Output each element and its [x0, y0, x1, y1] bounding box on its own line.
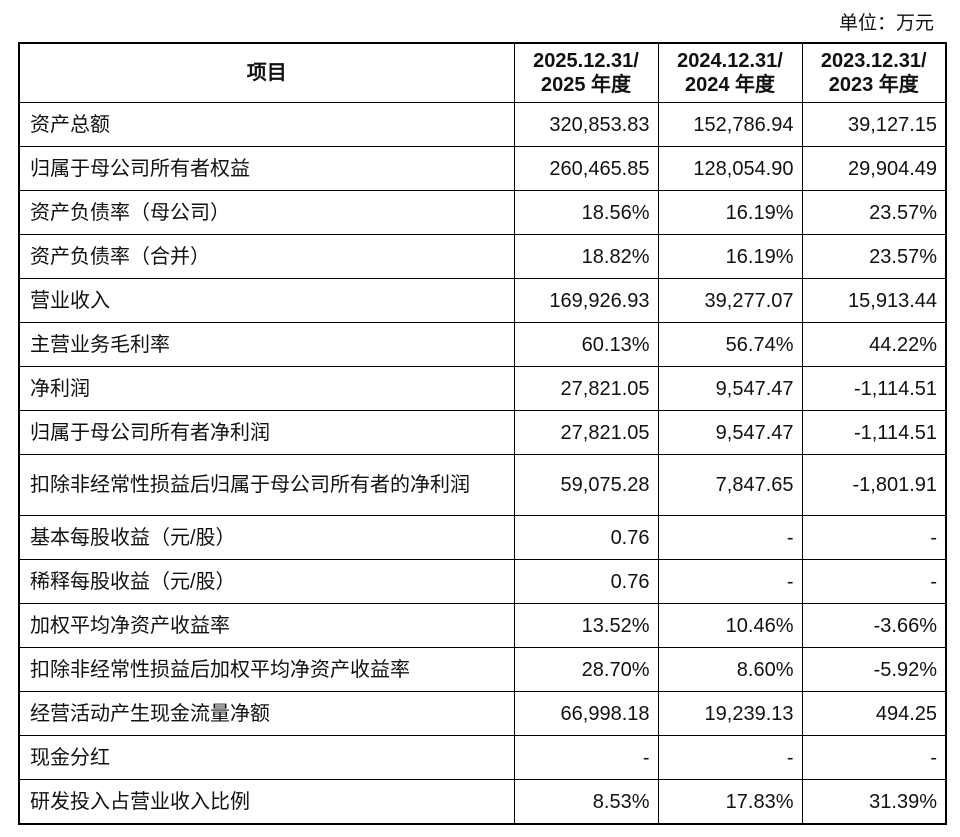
value-cell: 169,926.93	[513, 278, 659, 323]
table-row: 营业收入 169,926.93 39,277.07 15,913.44	[18, 278, 947, 323]
value-cell: 60.13%	[513, 322, 659, 367]
value-cell: -3.66%	[801, 603, 947, 648]
table-row: 研发投入占营业收入比例 8.53% 17.83% 31.39%	[18, 779, 947, 825]
value-cell: -5.92%	[801, 647, 947, 692]
value-cell: -	[801, 735, 947, 780]
table-body: 资产总额 320,853.83 152,786.94 39,127.15 归属于母公司所…	[18, 102, 947, 825]
value-cell: 0.76	[513, 515, 659, 560]
value-cell: 8.60%	[657, 647, 803, 692]
value-cell: 56.74%	[657, 322, 803, 367]
table-row: 归属于母公司所有者权益 260,465.85 128,054.90 29,904.49	[18, 146, 947, 191]
table-row: 归属于母公司所有者净利润 27,821.05 9,547.47 -1,114.51	[18, 410, 947, 455]
value-cell: 15,913.44	[801, 278, 947, 323]
table-row: 净利润 27,821.05 9,547.47 -1,114.51	[18, 366, 947, 411]
header-line: 2023 年度	[828, 74, 919, 96]
header-line: 2024 年度	[684, 74, 776, 96]
value-cell: -1,801.91	[801, 454, 947, 516]
table-row: 资产总额 320,853.83 152,786.94 39,127.15	[18, 102, 947, 147]
value-cell: 9,547.47	[657, 410, 803, 455]
value-cell: 128,054.90	[657, 146, 803, 191]
header-cell: 2023.12.31/2023 年度	[801, 42, 947, 103]
header-line: 2023.12.31/	[820, 50, 927, 72]
value-cell: 27,821.05	[513, 366, 659, 411]
row-label: 资产负债率（合并）	[18, 234, 515, 279]
header-row: 项目 2025.12.31/2025 年度 2024.12.31/2024 年度 20…	[18, 42, 947, 103]
value-cell: 19,239.13	[657, 691, 803, 736]
value-cell: 320,853.83	[513, 102, 659, 147]
row-label: 稀释每股收益（元/股）	[18, 559, 515, 604]
row-label: 加权平均净资产收益率	[18, 603, 515, 648]
value-cell: 17.83%	[657, 779, 803, 825]
table-row: 扣除非经常性损益后归属于母公司所有者的净利润 59,075.28 7,847.65-…	[18, 454, 947, 516]
table-row: 基本每股收益（元/股） 0.76- -	[18, 515, 947, 560]
value-cell: 39,127.15	[801, 102, 947, 147]
value-cell: 18.56%	[513, 190, 659, 235]
value-cell: -	[657, 515, 803, 560]
value-cell: 29,904.49	[801, 146, 947, 191]
value-cell: 28.70%	[513, 647, 659, 692]
value-cell: 0.76	[513, 559, 659, 604]
row-label: 研发投入占营业收入比例	[18, 779, 515, 825]
header-line: 2024.12.31/	[677, 50, 783, 72]
header-cell: 2024.12.31/2024 年度	[657, 42, 803, 103]
row-label: 归属于母公司所有者权益	[18, 146, 515, 191]
table-row: 资产负债率（母公司） 18.56% 16.19% 23.57%	[18, 190, 947, 235]
row-label: 经营活动产生现金流量净额	[18, 691, 515, 736]
value-cell: -	[801, 515, 947, 560]
financial-table: 项目 2025.12.31/2025 年度 2024.12.31/2024 年度 20…	[18, 42, 947, 825]
row-label: 资产负债率（母公司）	[18, 190, 515, 235]
unit-note: 单位：万元	[838, 13, 934, 34]
value-cell: 9,547.47	[657, 366, 803, 411]
row-label: 主营业务毛利率	[18, 322, 515, 367]
value-cell: 66,998.18	[513, 691, 659, 736]
table-row: 现金分红 - - -	[18, 735, 947, 780]
row-label: 营业收入	[18, 278, 515, 323]
value-cell: 23.57%	[801, 190, 947, 235]
header-line: 2025 年度	[540, 74, 632, 96]
value-cell: -1,114.51	[801, 410, 947, 455]
value-cell: -	[801, 559, 947, 604]
value-cell: 494.25	[801, 691, 947, 736]
header-text: 项目	[246, 62, 287, 84]
header-line: 2025.12.31/	[533, 50, 639, 72]
table-row: 扣除非经常性损益后加权平均净资产收益率 28.70% 8.60% -5.92%	[18, 647, 947, 692]
value-cell: 10.46%	[657, 603, 803, 648]
value-cell: 8.53%	[513, 779, 659, 825]
row-label: 扣除非经常性损益后归属于母公司所有者的净利润	[18, 454, 515, 516]
table-row: 经营活动产生现金流量净额 66,998.18 19,239.13 494.25	[18, 691, 947, 736]
row-label: 基本每股收益（元/股）	[18, 515, 515, 560]
value-cell: -1,114.51	[801, 366, 947, 411]
value-cell: 18.82%	[513, 234, 659, 279]
value-cell: 13.52%	[513, 603, 659, 648]
value-cell: 152,786.94	[657, 102, 803, 147]
value-cell: 23.57%	[801, 234, 947, 279]
table-row: 资产负债率（合并） 18.82% 16.19% 23.57%	[18, 234, 947, 279]
table-row: 主营业务毛利率 60.13% 56.74% 44.22%	[18, 322, 947, 367]
value-cell: 16.19%	[657, 234, 803, 279]
value-cell: 44.22%	[801, 322, 947, 367]
header-cell: 项目	[18, 42, 515, 103]
row-label: 归属于母公司所有者净利润	[18, 410, 515, 455]
row-label: 资产总额	[18, 102, 515, 147]
row-label: 现金分红	[18, 735, 515, 780]
value-cell: 260,465.85	[513, 146, 659, 191]
row-label: 扣除非经常性损益后加权平均净资产收益率	[18, 647, 515, 692]
row-label: 净利润	[18, 366, 515, 411]
value-cell: 7,847.65	[657, 454, 803, 516]
value-cell: -	[657, 735, 803, 780]
header-cell: 2025.12.31/2025 年度	[513, 42, 659, 103]
value-cell: 16.19%	[657, 190, 803, 235]
value-cell: 39,277.07	[657, 278, 803, 323]
value-cell: 27,821.05	[513, 410, 659, 455]
table-row: 加权平均净资产收益率 13.52% 10.46% -3.66%	[18, 603, 947, 648]
value-cell: -	[513, 735, 659, 780]
table-row: 稀释每股收益（元/股） 0.76- -	[18, 559, 947, 604]
value-cell: 59,075.28	[513, 454, 659, 516]
value-cell: 31.39%	[801, 779, 947, 825]
value-cell: -	[657, 559, 803, 604]
